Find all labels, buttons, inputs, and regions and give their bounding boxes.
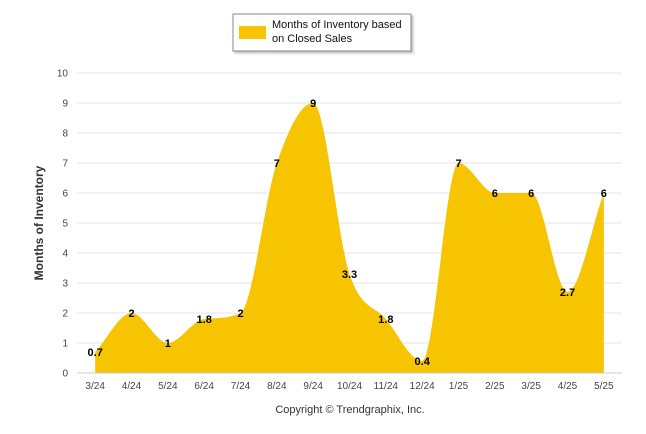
x-tick-label: 4/25 xyxy=(558,381,578,392)
series-area xyxy=(95,103,604,373)
x-tick-label: 8/24 xyxy=(267,381,287,392)
data-label: 2 xyxy=(237,308,243,320)
area-series xyxy=(95,103,604,373)
data-label: 3.3 xyxy=(342,269,357,281)
data-label: 1.8 xyxy=(197,314,212,326)
y-tick-label: 1 xyxy=(62,339,68,350)
data-label: 1.8 xyxy=(378,314,393,326)
x-axis-ticks: 3/24 4/24 5/24 6/24 7/24 8/24 9/24 10/24 11/24 12… xyxy=(85,381,614,392)
copyright-text: Copyright © Trendgraphix, Inc. xyxy=(275,404,424,416)
data-label: 0.4 xyxy=(415,356,431,368)
x-tick-label: 12/24 xyxy=(410,381,435,392)
x-tick-label: 5/24 xyxy=(158,381,178,392)
data-label: 6 xyxy=(492,188,498,200)
y-tick-label: 3 xyxy=(62,279,68,290)
y-tick-label: 4 xyxy=(62,249,68,260)
x-tick-label: 7/24 xyxy=(231,381,251,392)
data-labels: 0.7 2 1 1.8 2 7 9 3.3 1.8 0.4 7 6 6 2.7 6 xyxy=(88,98,607,368)
legend-label-line1: Months of Inventory based xyxy=(272,19,402,31)
x-tick-label: 6/24 xyxy=(194,381,214,392)
y-tick-label: 7 xyxy=(62,159,68,170)
data-label: 9 xyxy=(310,98,316,110)
y-tick-label: 0 xyxy=(62,369,68,380)
y-tick-label: 2 xyxy=(62,309,68,320)
x-tick-label: 2/25 xyxy=(485,381,505,392)
data-label: 6 xyxy=(601,188,607,200)
x-tick-label: 5/25 xyxy=(594,381,614,392)
y-tick-label: 5 xyxy=(62,219,68,230)
data-label: 2 xyxy=(128,308,134,320)
legend-label-line2: on Closed Sales xyxy=(272,33,353,45)
legend-swatch xyxy=(239,26,266,39)
y-axis-title: Months of Inventory xyxy=(32,165,46,280)
data-label: 7 xyxy=(455,158,461,170)
data-label: 1 xyxy=(165,338,171,350)
y-tick-label: 10 xyxy=(57,69,69,80)
y-axis-ticks: 0 1 2 3 4 5 6 7 8 9 10 xyxy=(57,69,69,380)
y-tick-label: 6 xyxy=(62,189,68,200)
x-tick-label: 11/24 xyxy=(374,381,399,392)
data-label: 2.7 xyxy=(560,287,575,299)
data-label: 0.7 xyxy=(88,347,103,359)
data-label: 6 xyxy=(528,188,534,200)
x-tick-label: 3/24 xyxy=(85,381,105,392)
x-tick-label: 3/25 xyxy=(521,381,541,392)
x-tick-label: 1/25 xyxy=(449,381,469,392)
y-tick-label: 8 xyxy=(62,129,68,140)
data-label: 7 xyxy=(274,158,280,170)
y-tick-label: 9 xyxy=(62,99,68,110)
x-tick-label: 4/24 xyxy=(122,381,142,392)
x-tick-label: 10/24 xyxy=(337,381,362,392)
x-tick-label: 9/24 xyxy=(303,381,323,392)
legend: Months of Inventory based on Closed Sale… xyxy=(232,13,412,52)
